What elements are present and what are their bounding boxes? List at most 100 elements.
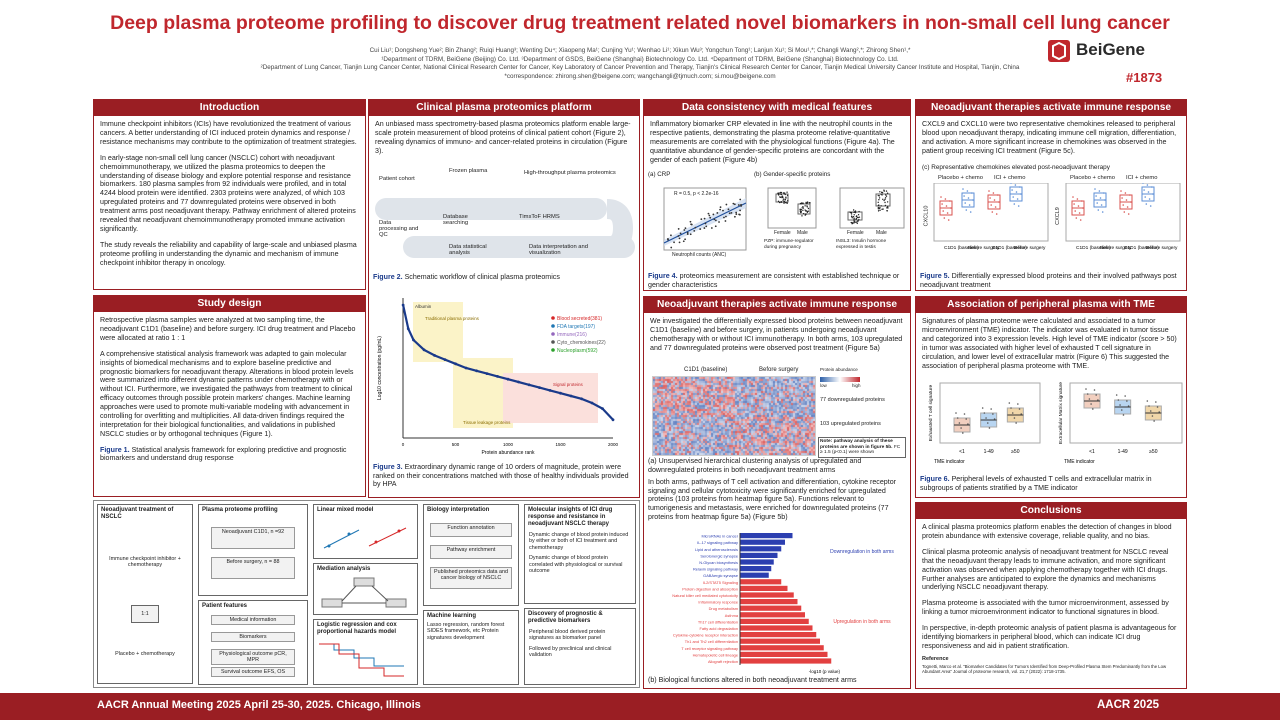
box-point: [947, 219, 950, 221]
crp-point: [708, 214, 711, 217]
box-point: [1081, 200, 1083, 202]
figure-4-text: proteomics measurement are consistent wi…: [648, 272, 900, 289]
pathway-label: Asthma: [725, 613, 739, 618]
wf-statistical: Data statistical analysis: [449, 244, 487, 256]
x-tick-label: 500: [452, 442, 460, 447]
box-point: [1153, 420, 1155, 422]
abundance-point: [590, 401, 594, 405]
affiliation-2: ²Department of Lung Cancer, Tianjin Lung…: [260, 64, 1020, 72]
abundance-point: [517, 380, 520, 384]
pzp-point: [806, 211, 809, 213]
abundance-point: [485, 372, 489, 375]
wf-high-throughput: High-throughput plasma proteomics: [524, 170, 616, 176]
box-point: [986, 422, 989, 424]
box-point: [963, 413, 966, 415]
tme-heading: Association of peripheral plasma with TM…: [916, 297, 1186, 313]
discovery-box: Discovery of prognostic & predictive bio…: [524, 608, 636, 685]
insights-title: Molecular insights of ICI drug response …: [528, 507, 613, 527]
box-point: [1103, 192, 1105, 194]
box-point: [1019, 186, 1021, 188]
wf-frozen-plasma: Frozen plasma: [449, 168, 488, 174]
crp-point: [693, 229, 696, 232]
insl3-point: [853, 218, 855, 220]
ratio-box: 1:1: [131, 605, 159, 623]
legend-label: Cyto_chemokines(22): [557, 340, 606, 346]
box-point: [1148, 198, 1151, 200]
box-point: [960, 427, 962, 429]
molecular-insights-box: Molecular insights of ICI drug response …: [524, 504, 636, 604]
boxplot-frame: [1069, 382, 1183, 444]
insl3-point: [850, 213, 853, 215]
neoadjuvant-right-panel: Neoadjuvant therapies activate immune re…: [915, 99, 1187, 291]
crp-point: [705, 225, 708, 228]
insl3-point: [853, 211, 855, 213]
heatmap-note: Note: pathway analysis of these proteins…: [818, 437, 906, 458]
boxplot-frame: [1065, 183, 1181, 242]
box-point: [940, 196, 942, 198]
pzp-point: [781, 195, 784, 197]
box-point: [965, 418, 967, 420]
box-point: [1101, 211, 1104, 213]
pathway-bar: [740, 592, 794, 598]
insl3-point: [885, 190, 888, 192]
box-point: [998, 201, 1000, 203]
abundance-point: [496, 375, 499, 378]
box-point: [1120, 409, 1123, 411]
pzp-point: [802, 209, 804, 211]
introduction-panel: Introduction Immune checkpoint inhibitor…: [93, 99, 366, 290]
tme-axis-title: TME indicator: [934, 459, 965, 465]
box-point: [1149, 205, 1152, 207]
pzp-point: [800, 209, 803, 211]
crp-point: [724, 220, 727, 222]
box-point: [1093, 389, 1096, 391]
box-point: [983, 412, 986, 414]
figure-6-text: Peripheral levels of exhausted T cells a…: [920, 475, 1152, 492]
tme-axis-title: TME indicator: [1064, 459, 1095, 465]
box-point: [1072, 196, 1074, 198]
crp-point: [718, 221, 720, 223]
insl3-point: [884, 197, 887, 199]
crp-point: [737, 204, 740, 206]
bio-title: Biology interpretation: [427, 507, 490, 513]
crp-point: [733, 203, 736, 206]
consistency-heading: Data consistency with medical features: [644, 100, 910, 116]
arm-placebo: Placebo + chemotherapy: [106, 650, 184, 659]
x-label-c1d1: C1D1 (baseline): [992, 245, 1027, 251]
platform-panel: Clinical plasma proteomics platform An u…: [368, 99, 640, 498]
figure-2-label: Figure 2.: [373, 273, 403, 281]
box-point: [944, 198, 947, 200]
figure-5-label: Figure 5.: [920, 272, 950, 280]
figure-5-caption: Figure 5. Differentially expressed blood…: [920, 272, 1184, 289]
box-point: [1145, 203, 1148, 205]
crp-point: [689, 233, 692, 236]
box-point: [1119, 404, 1121, 406]
box-point: [991, 211, 994, 213]
pathway-label: Fatty acid degradation: [700, 626, 739, 631]
insl3-note: INSL3: Insulin hormone expressed in test…: [836, 239, 887, 250]
grp-placebo-1: Placebo + chemo: [938, 175, 983, 181]
consistency-paragraph: Inflammatory biomarker CRP elevated in l…: [650, 120, 895, 164]
box-point: [1082, 207, 1084, 209]
box-point: [1149, 410, 1152, 412]
pathway-bar: [740, 625, 813, 631]
platform-heading: Clinical plasma proteomics platform: [369, 100, 639, 116]
neoadjuvant-right-heading: Neoadjuvant therapies activate immune re…: [916, 100, 1186, 116]
insl3-point: [877, 201, 879, 204]
abundance-point: [433, 354, 436, 357]
insl3-point: [877, 208, 880, 210]
box-point: [946, 212, 949, 214]
box-point: [988, 427, 991, 429]
label-female-2: Female: [847, 230, 864, 236]
crp-point: [700, 218, 703, 221]
box-point: [1125, 199, 1128, 201]
box-point: [1152, 193, 1154, 195]
pathway-label: Relaxin signaling pathway: [693, 567, 738, 572]
ml-title: Machine learning: [427, 613, 477, 619]
intro-paragraph-1: Immune checkpoint inhibitors (ICIs) have…: [100, 120, 357, 146]
conclusion-1: A clinical plasma proteomics platform en…: [922, 523, 1172, 540]
box-point: [966, 190, 969, 192]
crp-point: [740, 205, 742, 207]
arm-ici: Immune checkpoint inhibitor + chemothera…: [106, 555, 184, 570]
crp-point: [723, 216, 725, 219]
reference-text: Tognetti, Marco et al. "Biomarker Candid…: [922, 663, 1167, 674]
